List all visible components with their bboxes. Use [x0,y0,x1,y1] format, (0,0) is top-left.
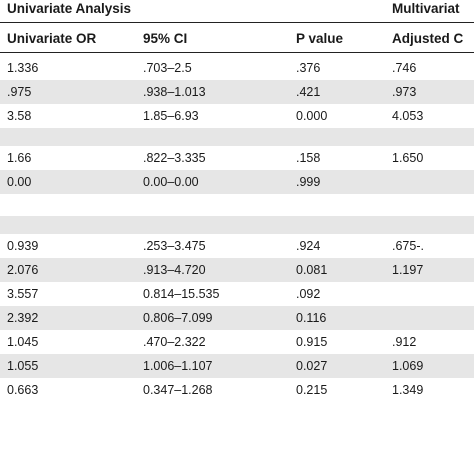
cell-ci: .703–2.5 [143,61,192,75]
group-divider [0,22,474,23]
results-table: Univariate Analysis Multivariat Univaria… [0,0,474,402]
cell-p: .158 [296,151,321,165]
cell-ci: 1.85–6.93 [143,109,199,123]
cell-or: 2.392 [7,311,39,325]
table-row: 2.392 0.806–7.099 0.116 [0,306,474,330]
spacer-row [0,128,474,146]
cell-p: .421 [296,85,321,99]
cell-or: 1.045 [7,335,39,349]
cell-p: 0.081 [296,263,328,277]
cell-ci: .470–2.322 [143,335,206,349]
cell-ci: .938–1.013 [143,85,206,99]
col-header-adjusted: Adjusted C [392,31,464,46]
cell-or: 3.58 [7,109,32,123]
cell-ci: .253–3.475 [143,239,206,253]
table-row: 0.00 0.00–0.00 .999 [0,170,474,194]
cell-or: 3.557 [7,287,39,301]
cell-p: 0.116 [296,311,327,325]
cell-ci: 0.814–15.535 [143,287,220,301]
cell-p: 0.915 [296,335,328,349]
cell-or: 1.66 [7,151,32,165]
cell-ci: 0.00–0.00 [143,175,199,189]
cell-p: 0.027 [296,359,328,373]
cell-adj: 1.650 [392,151,424,165]
cell-ci: 0.347–1.268 [143,383,213,397]
table-row: 1.045 .470–2.322 0.915 .912 [0,330,474,354]
cell-p: .924 [296,239,321,253]
col-header-ci: 95% CI [143,31,188,46]
table-row: 2.076 .913–4.720 0.081 1.197 [0,258,474,282]
cell-adj: 4.053 [392,109,424,123]
col-header-p-value: P value [296,31,344,46]
table-row: 3.58 1.85–6.93 0.000 4.053 [0,104,474,128]
cell-ci: .913–4.720 [143,263,206,277]
table-row: 1.055 1.006–1.107 0.027 1.069 [0,354,474,378]
cell-or: 0.00 [7,175,32,189]
univariate-group-title: Univariate Analysis [7,1,132,16]
column-header-row: Univariate OR 95% CI P value Adjusted C [0,22,474,52]
cell-adj: .675-. [392,239,424,253]
cell-adj: .912 [392,335,417,349]
cell-or: 2.076 [7,263,39,277]
table-row: 1.66 .822–3.335 .158 1.650 [0,146,474,170]
col-header-univariate-or: Univariate OR [7,31,97,46]
cell-p: 0.215 [296,383,328,397]
cell-or: .975 [7,85,32,99]
cell-p: .999 [296,175,321,189]
header-divider [0,52,474,53]
cell-p: 0.000 [296,109,328,123]
cell-ci: 0.806–7.099 [143,311,213,325]
table-row: 0.939 .253–3.475 .924 .675-. [0,234,474,258]
cell-or: 1.055 [7,359,39,373]
spacer-row [0,216,474,234]
cell-adj: 1.349 [392,383,424,397]
table-row: .975 .938–1.013 .421 .973 [0,80,474,104]
cell-p: .092 [296,287,321,301]
table-row: 1.336 .703–2.5 .376 .746 [0,56,474,80]
table-row: 0.663 0.347–1.268 0.215 1.349 [0,378,474,402]
cell-adj: 1.197 [392,263,424,277]
spacer-row [0,194,474,216]
cell-adj: .973 [392,85,417,99]
cell-ci: .822–3.335 [143,151,206,165]
multivariate-group-title: Multivariat [392,1,460,16]
cell-or: 1.336 [7,61,39,75]
group-header-row: Univariate Analysis Multivariat [0,0,474,22]
cell-or: 0.663 [7,383,39,397]
cell-or: 0.939 [7,239,39,253]
cell-adj: .746 [392,61,417,75]
cell-ci: 1.006–1.107 [143,359,213,373]
cell-p: .376 [296,61,321,75]
table-row: 3.557 0.814–15.535 .092 [0,282,474,306]
cell-adj: 1.069 [392,359,424,373]
